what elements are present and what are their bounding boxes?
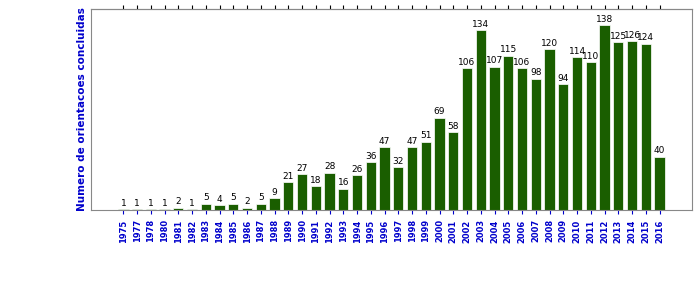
Bar: [201, 204, 211, 210]
Text: 28: 28: [324, 162, 336, 171]
Bar: [517, 68, 527, 210]
Text: 98: 98: [530, 68, 542, 77]
Text: 27: 27: [296, 164, 308, 173]
Bar: [407, 147, 417, 210]
Bar: [393, 167, 403, 210]
Text: 16: 16: [338, 178, 349, 187]
Bar: [558, 84, 568, 210]
Bar: [475, 30, 486, 210]
Bar: [599, 25, 610, 210]
Text: 138: 138: [596, 15, 613, 24]
Bar: [269, 198, 280, 210]
Text: 26: 26: [352, 165, 363, 174]
Bar: [324, 173, 335, 210]
Bar: [613, 42, 624, 210]
Text: 125: 125: [610, 32, 627, 41]
Text: 69: 69: [434, 107, 445, 116]
Bar: [448, 132, 459, 210]
Text: 134: 134: [473, 20, 489, 29]
Text: 2: 2: [175, 197, 181, 206]
Bar: [159, 209, 170, 210]
Y-axis label: Numero de orientacoes concluidas: Numero de orientacoes concluidas: [77, 8, 87, 211]
Text: 47: 47: [379, 137, 390, 146]
Bar: [132, 209, 143, 210]
Text: 106: 106: [459, 58, 476, 67]
Bar: [242, 208, 252, 210]
Text: 107: 107: [486, 56, 503, 65]
Bar: [173, 208, 184, 210]
Text: 1: 1: [120, 199, 127, 208]
Bar: [283, 182, 294, 210]
Bar: [380, 147, 390, 210]
Text: 21: 21: [282, 172, 294, 181]
Text: 5: 5: [203, 193, 209, 202]
Bar: [118, 209, 129, 210]
Text: 18: 18: [310, 176, 322, 185]
Bar: [352, 175, 362, 210]
Text: 115: 115: [500, 46, 517, 54]
Bar: [503, 56, 514, 210]
Bar: [434, 118, 445, 210]
Text: 5: 5: [258, 193, 264, 202]
Bar: [338, 189, 349, 210]
Bar: [627, 41, 637, 210]
Text: 9: 9: [272, 188, 278, 197]
Text: 106: 106: [514, 58, 531, 67]
Text: 51: 51: [420, 131, 431, 140]
Text: 40: 40: [654, 146, 665, 155]
Bar: [572, 57, 582, 210]
Bar: [145, 209, 156, 210]
Text: 4: 4: [217, 194, 222, 204]
Text: 2: 2: [244, 197, 250, 206]
Bar: [297, 174, 308, 210]
Text: 120: 120: [541, 39, 558, 48]
Text: 124: 124: [637, 33, 654, 42]
Text: 1: 1: [189, 199, 195, 208]
Text: 36: 36: [365, 152, 377, 161]
Text: 5: 5: [231, 193, 236, 202]
Bar: [310, 186, 321, 210]
Bar: [640, 44, 651, 210]
Bar: [654, 157, 665, 210]
Bar: [586, 62, 596, 210]
Text: 1: 1: [134, 199, 140, 208]
Text: 126: 126: [624, 31, 640, 40]
Text: 58: 58: [447, 122, 459, 131]
Bar: [421, 142, 431, 210]
Bar: [215, 205, 225, 210]
Text: 32: 32: [393, 157, 404, 166]
Bar: [489, 67, 500, 210]
Text: 94: 94: [558, 74, 569, 83]
Bar: [256, 204, 266, 210]
Text: 114: 114: [568, 47, 586, 56]
Bar: [228, 204, 238, 210]
Text: 1: 1: [161, 199, 168, 208]
Bar: [187, 209, 197, 210]
Text: 47: 47: [406, 137, 418, 146]
Text: 1: 1: [148, 199, 154, 208]
Text: 110: 110: [582, 52, 600, 61]
Bar: [531, 79, 541, 210]
Bar: [366, 162, 376, 210]
Bar: [545, 49, 555, 210]
Bar: [462, 68, 473, 210]
